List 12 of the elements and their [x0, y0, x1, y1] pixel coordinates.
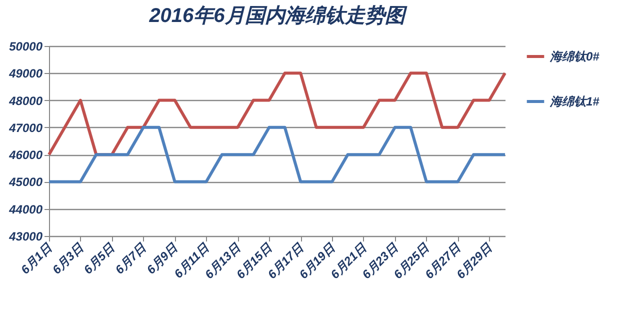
y-tick-label: 50000 — [9, 40, 43, 54]
line-series — [48, 72, 506, 156]
y-tick-label: 48000 — [8, 94, 43, 108]
legend-label: 海绵钛1# — [549, 94, 600, 108]
y-tick-label: 43000 — [8, 230, 43, 244]
legend-label: 海绵钛0# — [549, 50, 600, 64]
y-tick-label: 44000 — [8, 202, 43, 216]
y-tick-label: 47000 — [8, 120, 43, 135]
y-tick-label: 45000 — [8, 175, 43, 190]
y-tick-label: 49000 — [8, 66, 43, 81]
chart-title: 2016年6月国内海绵钛走势图 — [148, 4, 408, 27]
y-tick-label: 46000 — [8, 148, 43, 162]
